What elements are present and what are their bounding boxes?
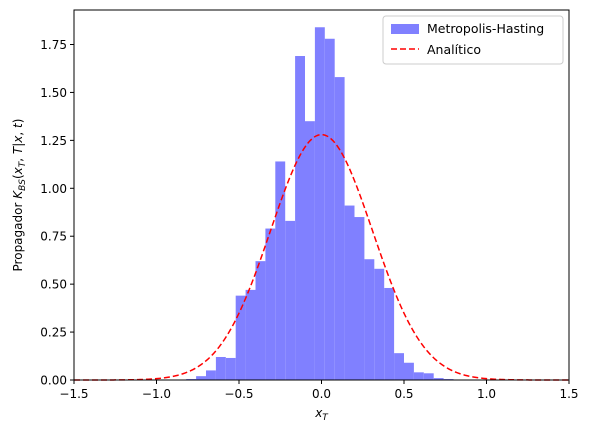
histogram-bars <box>186 27 454 381</box>
histogram-bar <box>265 228 276 380</box>
histogram-bar <box>285 220 296 380</box>
x-axis-label: xT <box>314 406 329 423</box>
legend-patch-metropolis <box>391 24 419 34</box>
histogram-bar <box>344 205 355 380</box>
histogram-bar <box>364 259 375 380</box>
histogram-bar <box>295 56 305 380</box>
histogram-bar <box>334 77 345 380</box>
x-tick-label: 0.0 <box>312 387 331 401</box>
histogram-bar <box>384 287 395 380</box>
x-tick-label: −1.5 <box>59 387 88 401</box>
y-tick-label: 0.00 <box>40 374 67 388</box>
analytic-curve-layer <box>74 133 569 381</box>
histogram-bar <box>305 121 315 380</box>
x-tick-label: −0.5 <box>224 387 253 401</box>
histogram-bar <box>196 376 206 380</box>
histogram-bar <box>374 268 385 380</box>
axis-ticks: −1.5 −1.0 −0.5 0.0 0.5 1.0 1.5 0.00 0.25 0.50 0.75… <box>40 38 578 401</box>
legend-label-metropolis: Metropolis-Hasting <box>427 21 544 36</box>
y-tick-label: 1.00 <box>40 182 67 196</box>
histogram-bar <box>235 295 246 380</box>
y-tick-label: 0.75 <box>40 230 67 244</box>
x-tick-label: 1.0 <box>477 387 496 401</box>
histogram-bar <box>215 356 226 380</box>
histogram-bar <box>245 289 256 380</box>
y-tick-label: 1.25 <box>40 134 67 148</box>
histogram-bar <box>423 373 434 380</box>
histogram-bar <box>433 378 444 380</box>
y-tick-label: 0.50 <box>40 278 67 292</box>
x-tick-label: 0.5 <box>394 387 413 401</box>
histogram-bar <box>354 217 365 380</box>
histogram-bar <box>255 261 266 380</box>
histogram-bar <box>275 161 286 380</box>
y-tick-label: 1.50 <box>40 86 67 100</box>
histogram-bar <box>314 27 325 381</box>
legend: Metropolis-Hasting Analítico <box>382 15 564 65</box>
histogram-bar <box>225 357 236 380</box>
y-tick-label: 1.75 <box>40 38 67 52</box>
y-tick-label: 0.25 <box>40 326 67 340</box>
legend-label-analitico: Analítico <box>427 42 481 57</box>
histogram-bar <box>206 370 216 380</box>
x-tick-label: −1.0 <box>142 387 171 401</box>
histogram-bar <box>324 38 335 381</box>
legend-box <box>382 15 564 65</box>
y-axis-label: Propagador KBS(xT, T|x, t) <box>11 119 28 272</box>
histogram-bar <box>394 353 404 380</box>
x-tick-label: 1.5 <box>559 387 578 401</box>
analytic-curve <box>74 133 569 381</box>
histogram-bar <box>404 362 414 380</box>
histogram-bar <box>413 372 424 380</box>
